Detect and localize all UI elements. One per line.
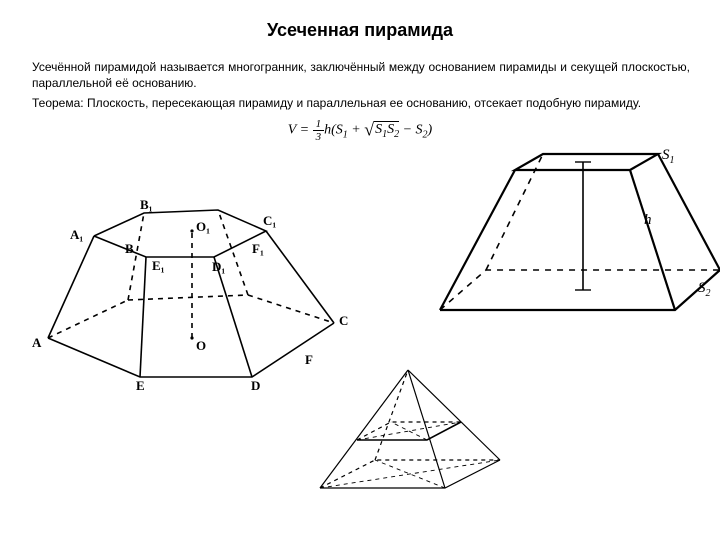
lbl-A: A bbox=[32, 335, 41, 351]
lbl-E: E bbox=[136, 378, 145, 394]
lbl-C: C bbox=[339, 313, 348, 329]
lbl-O: O bbox=[196, 338, 206, 354]
lbl-D: D bbox=[251, 378, 260, 394]
lbl-O1: O₁ bbox=[196, 219, 210, 235]
lbl-D1: D₁ bbox=[212, 259, 225, 275]
lbl-B1: B₁ bbox=[140, 197, 153, 213]
page-title: Усеченная пирамида bbox=[30, 20, 690, 41]
theorem-text: Теорема: Плоскость, пересекающая пирамид… bbox=[30, 95, 690, 111]
diagrams-area: B₁ C₁ A₁ O₁ F₁ B E₁ D₁ C A E O F D bbox=[30, 145, 690, 505]
lbl-C1: C₁ bbox=[263, 213, 276, 229]
lbl-S1: S1 bbox=[662, 147, 675, 166]
definition-text: Усечённой пирамидой называется многогран… bbox=[30, 59, 690, 91]
lbl-F1: F₁ bbox=[252, 241, 264, 257]
lbl-A1: A₁ bbox=[70, 227, 83, 243]
lbl-E1: E₁ bbox=[152, 258, 165, 274]
figure-hex-frustum: B₁ C₁ A₁ O₁ F₁ B E₁ D₁ C A E O F D bbox=[16, 163, 376, 393]
figure-cut-pyramid bbox=[305, 360, 510, 505]
lbl-B: B bbox=[125, 241, 134, 257]
lbl-S2: S2 bbox=[698, 280, 711, 299]
lbl-h: h bbox=[644, 212, 652, 229]
figure-square-frustum: S1 h S2 bbox=[420, 140, 720, 340]
